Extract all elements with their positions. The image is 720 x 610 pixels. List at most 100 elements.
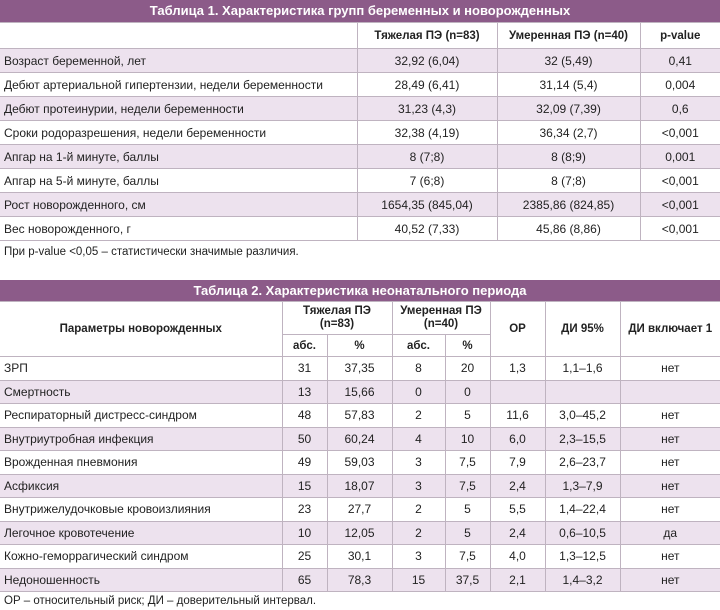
table-cell: 36,34 (2,7) bbox=[496, 120, 641, 145]
table-cell: 0,6 bbox=[639, 96, 720, 121]
table-note: ОР – относительный риск; ДИ – доверитель… bbox=[4, 595, 317, 607]
table-cell: 37,5 bbox=[444, 567, 491, 592]
table1: Тяжелая ПЭ (n=83) Умеренная ПЭ (n=40) p-va… bbox=[0, 22, 720, 241]
header-cell: Параметры новорожденных bbox=[0, 301, 283, 357]
table-cell: 2,1 bbox=[489, 567, 546, 592]
table-cell: 59,03 bbox=[326, 450, 393, 475]
table-cell: 27,7 bbox=[326, 497, 393, 522]
table-cell bbox=[489, 379, 546, 404]
header-cell: ДИ 95% bbox=[544, 301, 621, 357]
header-cell: Умеренная ПЭ (n=40) bbox=[391, 301, 491, 335]
table-cell: 2 bbox=[391, 520, 446, 545]
table-row: Апгар на 1-й минуте, баллы 8 (7;8) 8 (8;9)… bbox=[0, 144, 720, 169]
table-cell: Сроки родоразрешения, недели беременност… bbox=[0, 120, 358, 145]
table-cell: <0,001 bbox=[639, 192, 720, 217]
table-cell: 48 bbox=[281, 403, 328, 428]
table-cell: 15,66 bbox=[326, 379, 393, 404]
table-cell: 11,6 bbox=[489, 403, 546, 428]
table-cell: 0 bbox=[391, 379, 446, 404]
header-row: Тяжелая ПЭ (n=83) Умеренная ПЭ (n=40) p-va… bbox=[0, 22, 720, 49]
table-cell: Смертность bbox=[0, 379, 283, 404]
table-cell: 4 bbox=[391, 426, 446, 451]
table-row: Сроки родоразрешения, недели беременност… bbox=[0, 120, 720, 145]
table2: Параметры новорожденных Тяжелая ПЭ (n=83… bbox=[0, 301, 720, 592]
table-cell: Внутриутробная инфекция bbox=[0, 426, 283, 451]
table-cell: <0,001 bbox=[639, 120, 720, 145]
table-cell: 3 bbox=[391, 544, 446, 569]
table-cell: 3 bbox=[391, 450, 446, 475]
table-title: Таблица 2. Характеристика неонатального … bbox=[0, 280, 720, 301]
table-cell: Возраст беременной, лет bbox=[0, 48, 358, 73]
table2-block: Таблица 2. Характеристика неонатального … bbox=[0, 280, 720, 610]
table1-block: Таблица 1. Характеристика групп беременн… bbox=[0, 0, 720, 263]
table-cell: 32,38 (4,19) bbox=[356, 120, 498, 145]
table-cell: 50 bbox=[281, 426, 328, 451]
table-cell: 7,9 bbox=[489, 450, 546, 475]
header-cell: ДИ включает 1 bbox=[619, 301, 720, 357]
table-cell: нет bbox=[619, 356, 720, 381]
table-cell: 0,001 bbox=[639, 144, 720, 169]
table-cell: 1,4–3,2 bbox=[544, 567, 621, 592]
table-cell: Апгар на 1-й минуте, баллы bbox=[0, 144, 358, 169]
table-cell: 15 bbox=[281, 473, 328, 498]
table-cell: да bbox=[619, 520, 720, 545]
table-cell: 0,004 bbox=[639, 72, 720, 97]
table-cell: Кожно-геморрагический синдром bbox=[0, 544, 283, 569]
table-cell: Рост новорожденного, см bbox=[0, 192, 358, 217]
table-cell: 31,23 (4,3) bbox=[356, 96, 498, 121]
table-cell: 3,0–45,2 bbox=[544, 403, 621, 428]
table-cell: 45,86 (8,86) bbox=[496, 216, 641, 241]
table-cell: 8 (8;9) bbox=[496, 144, 641, 169]
header-cell: p-value bbox=[639, 22, 720, 49]
table-cell: 40,52 (7,33) bbox=[356, 216, 498, 241]
table-cell: 7,5 bbox=[444, 450, 491, 475]
header-cell: абс. bbox=[282, 334, 328, 357]
table-cell: 10 bbox=[444, 426, 491, 451]
table-cell: нет bbox=[619, 450, 720, 475]
table-cell bbox=[544, 379, 621, 404]
table-cell: 32,92 (6,04) bbox=[356, 48, 498, 73]
table-row: Внутрижелудочковые кровоизлияния 23 27,7 2 5… bbox=[0, 497, 720, 522]
table-cell: 30,1 bbox=[326, 544, 393, 569]
table-cell: 1,3 bbox=[489, 356, 546, 381]
header-cell: абс. bbox=[391, 334, 446, 357]
table-cell: 28,49 (6,41) bbox=[356, 72, 498, 97]
table-cell: 31,14 (5,4) bbox=[496, 72, 641, 97]
table-cell: Асфиксия bbox=[0, 473, 283, 498]
table-row: ЗРП 31 37,35 8 20 1,3 1,1–1,6 нет bbox=[0, 356, 720, 381]
table-cell: 7 (6;8) bbox=[356, 168, 498, 193]
table-row: Рост новорожденного, см 1654,35 (845,04) 2… bbox=[0, 192, 720, 217]
table-cell: 15 bbox=[391, 567, 446, 592]
table-cell: 6,0 bbox=[489, 426, 546, 451]
table-cell: нет bbox=[619, 544, 720, 569]
table-cell: 0 bbox=[444, 379, 491, 404]
table-cell: <0,001 bbox=[639, 168, 720, 193]
header-row: абс.% абс.% bbox=[0, 334, 720, 357]
table-cell: 37,35 bbox=[326, 356, 393, 381]
table-row: Врожденная пневмония 49 59,03 3 7,5 7,9 2,6–23… bbox=[0, 450, 720, 475]
table-cell: 2,6–23,7 bbox=[544, 450, 621, 475]
table-cell: 1,3–7,9 bbox=[544, 473, 621, 498]
table-cell: <0,001 bbox=[639, 216, 720, 241]
table-cell: 1,3–12,5 bbox=[544, 544, 621, 569]
table-cell: 1654,35 (845,04) bbox=[356, 192, 498, 217]
table-row: Асфиксия 15 18,07 3 7,5 2,4 1,3–7,9 нет bbox=[0, 473, 720, 498]
table-cell: 5 bbox=[444, 520, 491, 545]
table-cell: Дебют протеинурии, недели беременности bbox=[0, 96, 358, 121]
table-row: Возраст беременной, лет 32,92 (6,04) 32 (5… bbox=[0, 48, 720, 73]
table-cell bbox=[619, 379, 720, 404]
table-cell: Легочное кровотечение bbox=[0, 520, 283, 545]
table-cell: Вес новорожденного, г bbox=[0, 216, 358, 241]
table-cell: 32 (5,49) bbox=[496, 48, 641, 73]
table-cell: 4,0 bbox=[489, 544, 546, 569]
header-cell: ОР bbox=[489, 301, 546, 357]
table-cell: 78,3 bbox=[326, 567, 393, 592]
table-cell: 8 (7;8) bbox=[356, 144, 498, 169]
table-cell: 1,1–1,6 bbox=[544, 356, 621, 381]
table-cell: 5 bbox=[444, 497, 491, 522]
header-cell: % bbox=[444, 334, 491, 357]
table-cell: 60,24 bbox=[326, 426, 393, 451]
table-cell: 2,3–15,5 bbox=[544, 426, 621, 451]
header-cell: Тяжелая ПЭ (n=83) bbox=[356, 22, 498, 49]
